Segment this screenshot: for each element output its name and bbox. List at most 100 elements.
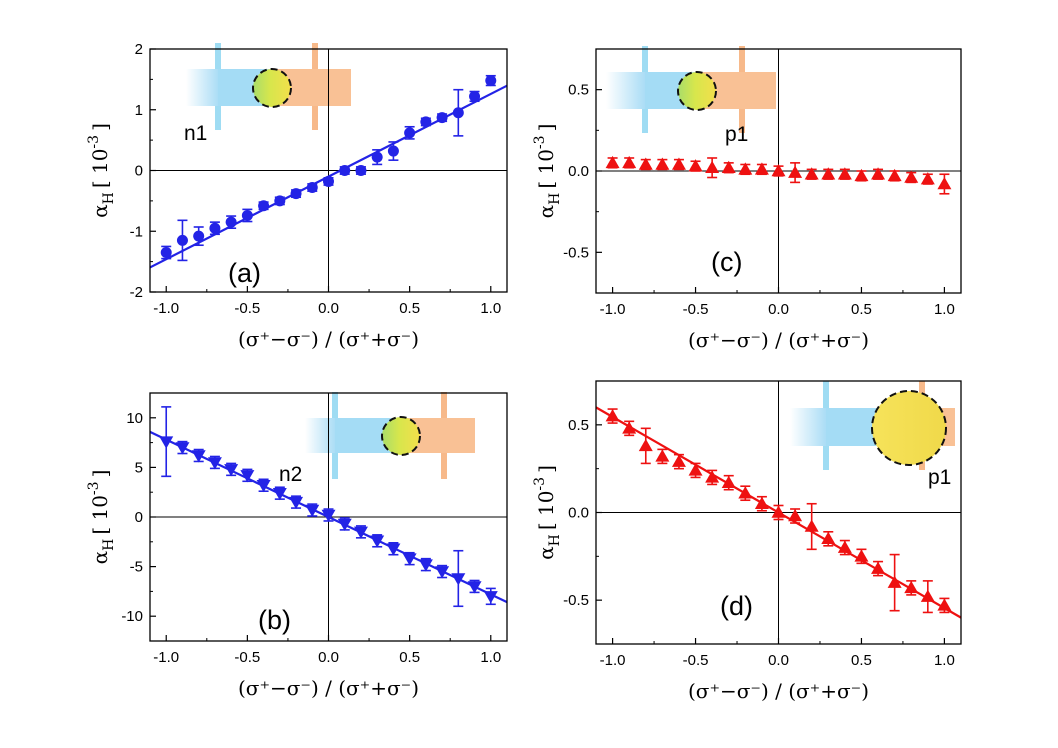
y-tick-label: 0.5 (568, 417, 589, 434)
data-point (655, 157, 670, 170)
data-point (605, 155, 620, 169)
panel-label: (b) (258, 605, 291, 635)
data-point (323, 175, 334, 187)
x-tick-label: -0.5 (234, 649, 260, 666)
x-tick-label: -0.5 (234, 300, 260, 317)
y-axis-label: αH[ 10-3] (86, 470, 117, 565)
x-tick-label: 0.0 (318, 649, 339, 666)
y-axis-label: αH[ 10-3] (86, 123, 117, 218)
blue-channel-fade (790, 408, 828, 446)
sample-label: p1 (928, 466, 951, 489)
data-point (451, 573, 466, 586)
x-tick-label: 0.0 (768, 301, 789, 318)
data-point (371, 151, 383, 163)
sample-label: n1 (184, 122, 207, 145)
data-point (306, 182, 318, 194)
data-point (887, 575, 902, 588)
y-tick-label: 0 (135, 163, 143, 180)
data-point (655, 449, 670, 462)
data-point (671, 454, 686, 467)
data-point (804, 519, 819, 532)
data-point (418, 559, 433, 572)
data-point (854, 168, 869, 182)
data-point (638, 157, 653, 170)
x-tick-label: 0.0 (768, 652, 789, 669)
data-point (771, 164, 786, 177)
y-tick-label: 5 (135, 459, 143, 476)
sample-label: p1 (725, 123, 748, 146)
data-point (274, 195, 286, 207)
data-point (788, 165, 803, 178)
y-tick-label: -0.5 (563, 592, 589, 609)
data-point (821, 167, 836, 180)
x-tick-label: -1.0 (153, 649, 179, 666)
data-point (937, 598, 952, 611)
data-point (290, 188, 302, 200)
laser-spot-circle (252, 68, 292, 108)
y-tick-label: 10 (126, 410, 143, 427)
data-point (887, 168, 902, 182)
data-point (207, 457, 222, 470)
y-tick-label: 0.0 (568, 505, 589, 522)
data-point (638, 438, 653, 452)
data-point (258, 200, 270, 212)
data-point (483, 591, 498, 604)
data-point (289, 496, 304, 510)
data-point (241, 209, 253, 221)
data-point (804, 167, 819, 180)
y-axis-label: αH[ 10-3] (532, 124, 563, 219)
data-point (337, 518, 352, 531)
data-point (837, 540, 852, 553)
x-axis-label: (σ⁺−σ⁻) / (σ⁺+σ⁻) (238, 327, 419, 351)
data-point (738, 162, 753, 175)
schematic-inset (305, 392, 475, 479)
data-point (256, 480, 271, 493)
data-point (937, 177, 952, 190)
data-point (622, 155, 637, 169)
data-point (920, 172, 935, 185)
x-tick-label: 1.0 (934, 652, 955, 669)
data-point (705, 470, 720, 483)
x-tick-label: 1.0 (480, 300, 501, 317)
data-point (436, 112, 448, 124)
data-point (191, 450, 206, 463)
data-point (821, 531, 836, 545)
data-point (837, 167, 852, 180)
data-point (754, 496, 769, 509)
data-point (209, 222, 221, 234)
data-point (272, 487, 287, 501)
panel-label: (c) (711, 247, 742, 277)
data-point (386, 543, 401, 556)
data-point (688, 463, 703, 476)
x-tick-label: 0.5 (851, 652, 872, 669)
x-tick-label: -1.0 (600, 301, 626, 318)
y-tick-label: 0 (135, 509, 143, 526)
schematic-inset (790, 381, 955, 470)
data-point (871, 561, 886, 574)
blue-channel-fade (305, 418, 337, 453)
x-axis-label: (σ⁺−σ⁻) / (σ⁺+σ⁻) (688, 679, 869, 703)
x-tick-label: 0.0 (318, 300, 339, 317)
data-point (920, 589, 935, 602)
svg-text:αH[ 10-3]: αH[ 10-3] (86, 470, 117, 565)
laser-spot-circle (871, 390, 947, 466)
x-tick-label: 0.5 (399, 300, 420, 317)
schematic-inset (186, 43, 351, 130)
y-tick-label: -10 (121, 608, 143, 625)
x-tick-label: 0.5 (399, 649, 420, 666)
data-point (467, 581, 482, 594)
svg-text:αH[ 10-3]: αH[ 10-3] (86, 123, 117, 218)
y-tick-label: 0.5 (568, 82, 589, 99)
y-tick-label: -1 (130, 223, 143, 240)
blue-channel-fade (186, 69, 220, 106)
data-point (176, 234, 188, 246)
y-tick-label: -2 (130, 284, 143, 301)
data-point (370, 535, 385, 548)
data-point (671, 157, 686, 170)
laser-spot-circle (381, 416, 421, 456)
sample-label: n2 (279, 463, 302, 486)
x-tick-label: 1.0 (934, 301, 955, 318)
chart-panel-d: -1.0 -0.5 0.0 0.5 1.0 -0.5 0.0 0.5 (σ⁺−σ⁻) / (σ⁺… (532, 380, 962, 703)
data-point (160, 247, 172, 259)
data-point (321, 509, 336, 523)
